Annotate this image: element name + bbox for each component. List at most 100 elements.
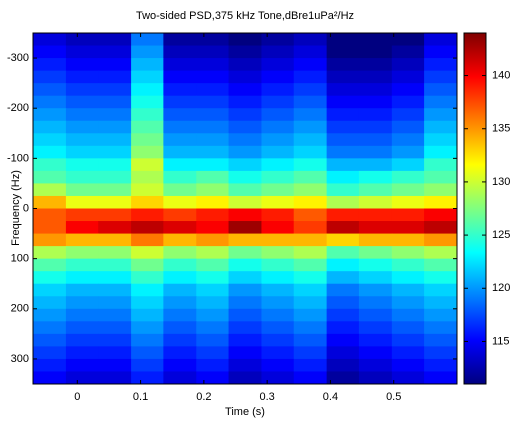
heatmap-cell — [293, 233, 328, 247]
heatmap-cell — [196, 183, 230, 197]
heatmap-cell — [163, 296, 197, 310]
heatmap-cell — [424, 296, 458, 310]
heatmap-cell — [261, 221, 295, 235]
heatmap-cell — [163, 183, 197, 197]
heatmap-cell — [261, 158, 295, 172]
heatmap-cell — [261, 308, 295, 322]
heatmap-cell — [65, 246, 99, 260]
heatmap-cell — [131, 120, 164, 134]
heatmap-cell — [293, 70, 328, 84]
heatmap-cell — [326, 70, 360, 84]
heatmap-cell — [228, 258, 262, 272]
heatmap-cell — [33, 133, 67, 147]
heatmap-cell — [228, 120, 262, 134]
heatmap-cell — [391, 221, 425, 235]
heatmap-cell — [65, 95, 99, 109]
heatmap-cell — [163, 170, 197, 184]
heatmap-cell — [131, 271, 164, 285]
heatmap-cell — [358, 120, 393, 134]
heatmap-cell — [261, 83, 295, 97]
heatmap-cell — [293, 145, 328, 159]
heatmap-cell — [228, 145, 262, 159]
heatmap-cell — [228, 321, 262, 335]
heatmap-cell — [261, 170, 295, 184]
heatmap-cell — [131, 83, 164, 97]
heatmap-cell — [391, 145, 425, 159]
heatmap-cell — [196, 108, 230, 122]
heatmap-cell — [33, 258, 67, 272]
heatmap-cell — [131, 195, 164, 209]
heatmap-cell — [33, 233, 67, 247]
heatmap-cell — [98, 208, 132, 222]
x-tick-label: 0.4 — [323, 391, 338, 403]
heatmap-cell — [424, 170, 458, 184]
heatmap-cell — [424, 246, 458, 260]
heatmap-cell — [33, 246, 67, 260]
heatmap-cell — [293, 133, 328, 147]
heatmap-cell — [293, 195, 328, 209]
heatmap-cell — [261, 346, 295, 360]
heatmap-cell — [33, 58, 67, 72]
heatmap-cell — [358, 70, 393, 84]
heatmap-cell — [358, 195, 393, 209]
heatmap-cell — [33, 108, 67, 122]
heatmap-cell — [391, 120, 425, 134]
heatmap-cell — [98, 158, 132, 172]
colorbar-tick-label: 130 — [492, 176, 510, 188]
heatmap-cell — [358, 33, 393, 47]
heatmap-cell — [424, 195, 458, 209]
heatmap-cell — [261, 371, 295, 385]
heatmap-cell — [326, 258, 360, 272]
y-tick-label: 200 — [11, 303, 29, 315]
heatmap-cell — [131, 333, 164, 347]
heatmap-cell — [98, 258, 132, 272]
heatmap-cell — [358, 45, 393, 59]
heatmap-cell — [293, 358, 328, 372]
heatmap-cell — [358, 158, 393, 172]
heatmap-cell — [326, 145, 360, 159]
heatmap-cell — [261, 333, 295, 347]
heatmap-cell — [196, 208, 230, 222]
heatmap-cell — [163, 145, 197, 159]
heatmap-cell — [293, 120, 328, 134]
y-tick-label: 0 — [23, 202, 29, 214]
heatmap-cell — [326, 271, 360, 285]
heatmap-cell — [163, 33, 197, 47]
heatmap-cell — [131, 371, 164, 385]
heatmap-cell — [391, 195, 425, 209]
heatmap-cell — [196, 308, 230, 322]
heatmap-cell — [391, 346, 425, 360]
heatmap-cell — [98, 321, 132, 335]
heatmap-cell — [65, 346, 99, 360]
y-tick-label: 100 — [11, 253, 29, 265]
heatmap-cell — [163, 45, 197, 59]
heatmap-cell — [33, 158, 67, 172]
heatmap-cell — [391, 133, 425, 147]
heatmap-cell — [65, 333, 99, 347]
heatmap-cell — [98, 371, 132, 385]
chart-title: Two-sided PSD,375 kHz Tone,dBre1uPa²/Hz — [136, 10, 354, 22]
heatmap-cell — [293, 58, 328, 72]
heatmap-cell — [196, 371, 230, 385]
heatmap-cell — [131, 246, 164, 260]
heatmap-cell — [391, 58, 425, 72]
heatmap-cell — [228, 170, 262, 184]
heatmap-cell — [33, 208, 67, 222]
heatmap-cell — [131, 158, 164, 172]
heatmap-cell — [228, 108, 262, 122]
heatmap-cell — [163, 271, 197, 285]
heatmap-cell — [326, 83, 360, 97]
heatmap-cell — [358, 358, 393, 372]
heatmap-cell — [228, 95, 262, 109]
heatmap-cell — [163, 258, 197, 272]
heatmap-cell — [358, 371, 393, 385]
colorbar-tick-label: 140 — [492, 69, 510, 81]
heatmap-cell — [65, 296, 99, 310]
heatmap-cell — [65, 45, 99, 59]
colorbar-tick-label: 135 — [492, 123, 510, 135]
heatmap-cell — [424, 183, 458, 197]
heatmap-cell — [65, 371, 99, 385]
heatmap-cell — [293, 258, 328, 272]
heatmap-cell — [424, 58, 458, 72]
heatmap-cell — [424, 208, 458, 222]
